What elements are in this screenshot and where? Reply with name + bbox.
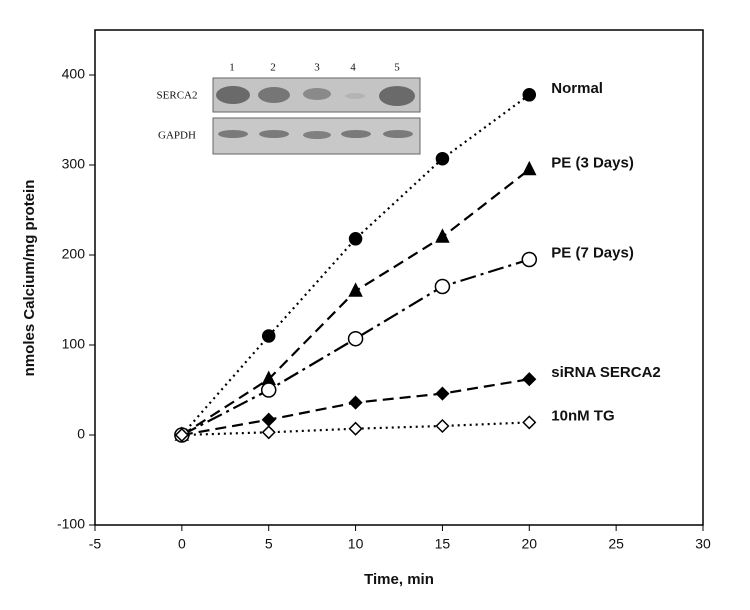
marker [261, 425, 276, 440]
x-tick-label: 0 [178, 536, 186, 552]
marker [348, 282, 363, 297]
x-tick-label: 20 [521, 536, 537, 552]
blot-row-label: GAPDH [158, 130, 196, 142]
y-tick-label: 300 [62, 156, 86, 172]
marker [522, 372, 537, 387]
x-tick-label: 5 [265, 536, 273, 552]
blot-band [259, 130, 289, 138]
x-tick-label: 15 [435, 536, 451, 552]
blot-band [216, 86, 250, 104]
x-tick-label: 30 [695, 536, 711, 552]
blot-band [341, 130, 371, 138]
y-tick-label: -100 [57, 516, 85, 532]
y-tick-label: 200 [62, 246, 86, 262]
marker [435, 386, 450, 401]
blot-band [379, 86, 415, 106]
marker [522, 88, 537, 102]
blot-row-label: SERCA2 [157, 90, 198, 102]
marker [521, 251, 538, 268]
marker [435, 418, 450, 434]
marker [348, 395, 363, 410]
marker [348, 421, 363, 436]
y-axis-title: nmoles Calcium/mg protein [21, 180, 38, 377]
series-label: siRNA SERCA2 [551, 364, 660, 381]
blot-lane-label: 3 [314, 62, 320, 74]
blot-band [303, 88, 331, 100]
marker [435, 151, 450, 166]
series-label: Normal [551, 80, 603, 97]
x-axis-title: Time, min [364, 571, 434, 588]
series-label: PE (7 Days) [551, 244, 634, 261]
blot-band [345, 93, 365, 99]
marker [522, 160, 537, 176]
marker [347, 330, 364, 347]
blot-band [218, 130, 248, 138]
blot-band [303, 131, 331, 139]
series-label: PE (3 Days) [551, 154, 634, 171]
marker [261, 329, 276, 343]
blot-band [258, 87, 290, 103]
y-tick-label: 0 [77, 426, 85, 442]
marker [348, 232, 363, 246]
blot-lane-label: 2 [270, 62, 276, 74]
x-tick-label: -5 [89, 536, 102, 552]
marker [434, 278, 451, 295]
y-tick-label: 400 [62, 66, 86, 82]
series-line [181, 168, 530, 436]
series-label: 10nM TG [551, 407, 614, 424]
marker [260, 382, 277, 398]
plot-frame [94, 29, 704, 526]
blot-lane-label: 4 [350, 62, 356, 74]
marker [261, 412, 276, 427]
marker [174, 427, 189, 443]
x-tick-label: 10 [348, 536, 364, 552]
x-tick-label: 25 [608, 536, 624, 552]
series-line [181, 421, 530, 437]
blot-lane-label: 5 [394, 62, 400, 74]
series-line [181, 258, 530, 436]
y-tick-label: 100 [62, 336, 86, 352]
marker [435, 228, 450, 243]
western-blot-inset: SERCA2 GAPDH 1 2 3 4 5 [157, 62, 421, 155]
blot-lane-label: 1 [229, 62, 235, 74]
blot-band [383, 130, 413, 138]
marker [522, 415, 537, 430]
